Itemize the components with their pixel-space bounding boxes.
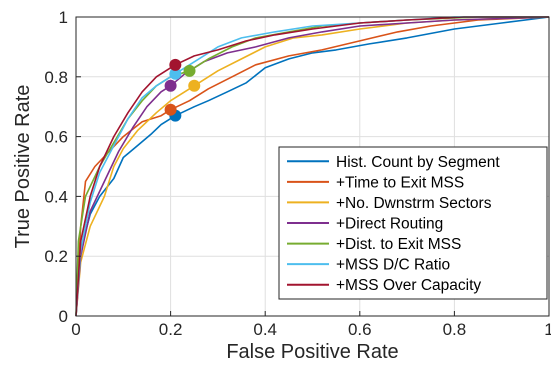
x-tick-label: 0.2 bbox=[159, 320, 183, 339]
y-tick-label: 0.6 bbox=[44, 128, 68, 147]
operating-point-marker bbox=[183, 64, 196, 77]
y-tick-label: 0.8 bbox=[44, 68, 68, 87]
y-tick-label: 1 bbox=[59, 8, 68, 27]
legend-label: Hist. Count by Segment bbox=[336, 154, 500, 171]
operating-point-marker bbox=[164, 103, 177, 116]
y-tick-label: 0.4 bbox=[44, 187, 68, 206]
x-tick-label: 0 bbox=[71, 320, 80, 339]
operating-point-marker bbox=[164, 79, 177, 92]
y-axis-label: True Positive Rate bbox=[12, 85, 34, 249]
operating-point-marker bbox=[169, 58, 182, 71]
x-tick-label: 0.4 bbox=[253, 320, 277, 339]
x-axis-label: False Positive Rate bbox=[226, 341, 398, 363]
legend: Hist. Count by Segment +Time to Exit MSS +… bbox=[278, 146, 548, 300]
legend-label: +Direct Routing bbox=[336, 216, 443, 233]
legend-label: +MSS Over Capacity bbox=[336, 277, 481, 294]
legend-label: +MSS D/C Ratio bbox=[336, 257, 450, 274]
legend-label: +No. Dwnstrm Sectors bbox=[336, 195, 492, 212]
legend-label: +Dist. to Exit MSS bbox=[336, 236, 461, 253]
roc-curve bbox=[75, 16, 550, 317]
y-tick-label: 0 bbox=[59, 307, 68, 326]
x-tick-label: 0.8 bbox=[443, 320, 467, 339]
roc-curve bbox=[75, 16, 549, 317]
operating-point-marker bbox=[188, 79, 201, 92]
x-tick-label: 1 bbox=[544, 320, 551, 339]
y-tick-label: 0.2 bbox=[44, 247, 68, 266]
tick-labels: 00 0.2 0.2 0.4 0.4 0.6 0.6 0.8 0.8 1 1 bbox=[44, 8, 551, 339]
x-tick-label: 0.6 bbox=[348, 320, 372, 339]
roc-curve bbox=[75, 16, 550, 317]
operating-point-marker bbox=[169, 67, 182, 80]
legend-label: +Time to Exit MSS bbox=[336, 174, 464, 191]
plot-frame bbox=[75, 16, 550, 317]
operating-points bbox=[164, 58, 201, 122]
